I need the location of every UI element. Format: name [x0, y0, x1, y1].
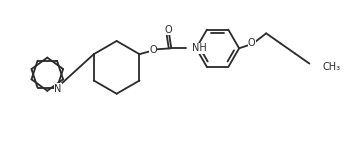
Text: O: O: [165, 25, 173, 35]
Text: CH₃: CH₃: [322, 62, 340, 72]
Text: N: N: [54, 84, 62, 94]
Text: O: O: [149, 45, 157, 55]
Text: O: O: [248, 38, 256, 48]
Text: NH: NH: [192, 43, 207, 53]
